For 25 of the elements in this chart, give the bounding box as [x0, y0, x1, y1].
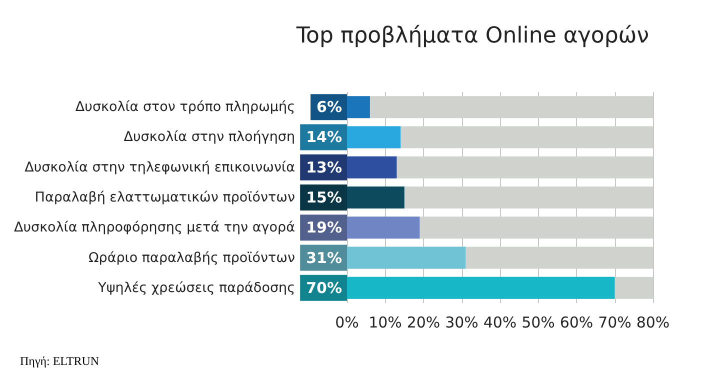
x-tick-label: 40% — [483, 314, 517, 332]
text: Πηγή: ELTRUN — [20, 354, 100, 368]
x-tick-label: 0% — [335, 314, 359, 332]
x-tick-label: 10% — [368, 314, 402, 332]
data-label: 13% — [306, 158, 342, 176]
x-tick-label: 20% — [406, 314, 440, 332]
y-tick-label: Δυσκολία στον τρόπο πληρωμής — [75, 99, 295, 116]
data-label: 15% — [306, 188, 342, 206]
chart-title: Top προβλήματα Online αγορών — [295, 24, 650, 48]
y-tick-label: Δυσκολία στην τηλεφωνική επικοινωνία — [24, 159, 296, 176]
y-tick-label: Παραλαβή ελαττωματικών προϊόντων — [34, 190, 295, 206]
data-label: 14% — [306, 128, 342, 146]
data-label: 70% — [306, 278, 342, 297]
y-tick-label: Υψηλές χρεώσεις παράδοσης — [97, 280, 295, 296]
y-tick-label: Ωράριο παραλαβής προϊόντων — [88, 250, 295, 266]
data-label: 6% — [316, 98, 342, 116]
y-tick-label: Δυσκολία στην πλοήγηση — [124, 129, 295, 146]
data-label: 19% — [306, 218, 342, 237]
x-tick-label: 80% — [636, 314, 670, 332]
x-tick-label: 70% — [598, 314, 632, 332]
x-tick-label: 60% — [560, 314, 594, 332]
x-tick-label: 30% — [445, 314, 478, 332]
x-tick-label: 50% — [522, 314, 555, 332]
data-label: 31% — [306, 248, 342, 267]
y-tick-label: Δυσκολία πληροφόρησης μετά την αγορά — [14, 220, 296, 236]
